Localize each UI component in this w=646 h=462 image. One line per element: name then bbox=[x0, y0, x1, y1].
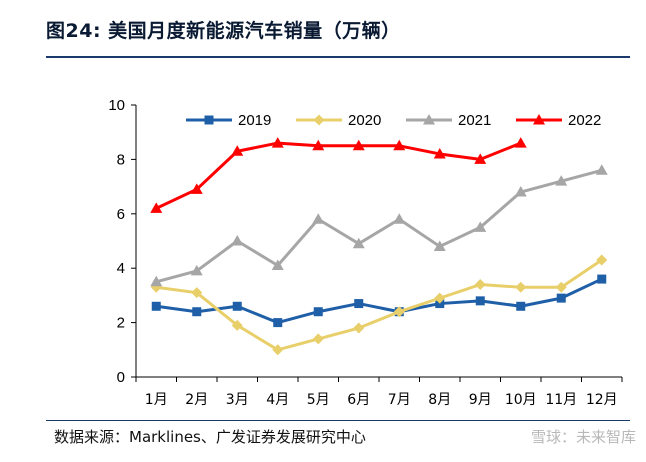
x-tick-label: 5月 bbox=[307, 392, 330, 408]
series-2019-point bbox=[516, 301, 526, 311]
x-tick-label: 7月 bbox=[388, 392, 411, 408]
series-2020-point bbox=[353, 322, 365, 334]
series-2020-point bbox=[312, 333, 324, 345]
series-2022-point bbox=[352, 139, 365, 151]
watermark: 雪球：未来智库 bbox=[530, 428, 636, 446]
series-2019-point bbox=[354, 299, 364, 309]
series-2022-point bbox=[312, 139, 325, 151]
legend-marker-2019 bbox=[204, 115, 214, 125]
series-2021-point bbox=[393, 213, 406, 224]
legend-marker-2022 bbox=[533, 114, 545, 125]
series-2019-point bbox=[313, 307, 323, 317]
series-2022-point bbox=[393, 139, 406, 151]
title-divider bbox=[46, 56, 630, 58]
x-tick-label: 9月 bbox=[469, 392, 492, 408]
series-2019-point bbox=[273, 318, 283, 328]
y-tick-label: 8 bbox=[117, 151, 125, 168]
series-2021-point bbox=[231, 235, 244, 246]
series-2019-point bbox=[232, 301, 242, 311]
x-tick-label: 10月 bbox=[505, 392, 537, 408]
series-2019-point bbox=[475, 296, 485, 306]
series-2021-point bbox=[352, 237, 365, 249]
series-2019-point bbox=[597, 274, 607, 284]
x-tick-label: 12月 bbox=[586, 392, 618, 408]
figure-title: 图24: 美国月度新能源汽车销量（万辆） bbox=[46, 20, 401, 42]
series-2020-point bbox=[515, 281, 527, 293]
series-2020-point bbox=[555, 281, 567, 293]
series-2020-point bbox=[191, 287, 203, 299]
y-tick-label: 4 bbox=[117, 260, 125, 277]
x-tick-label: 3月 bbox=[226, 392, 249, 408]
series-2019-point bbox=[151, 301, 161, 311]
x-tick-label: 2月 bbox=[185, 392, 208, 408]
series-2021-point bbox=[312, 213, 325, 224]
y-tick-label: 10 bbox=[108, 97, 125, 114]
series-2019-point bbox=[556, 293, 566, 303]
series-2022-point bbox=[474, 153, 487, 164]
series-2020-point bbox=[231, 319, 243, 331]
x-tick-label: 6月 bbox=[347, 392, 370, 408]
series-2021-point bbox=[271, 259, 284, 270]
series-2022-point bbox=[231, 145, 244, 156]
series-2022-line bbox=[155, 141, 522, 210]
legend-label-2021: 2021 bbox=[458, 112, 491, 129]
series-2021-point bbox=[595, 164, 608, 175]
series-2021-point bbox=[555, 175, 568, 186]
series-2022-point bbox=[514, 137, 527, 148]
series-2020-point bbox=[272, 344, 284, 356]
series-2021-point bbox=[433, 240, 446, 251]
series-2020-point bbox=[434, 292, 446, 304]
series-2022-point bbox=[190, 183, 203, 194]
series-2021-point bbox=[514, 186, 527, 197]
legend-label-2020: 2020 bbox=[348, 112, 381, 129]
legend-label-2019: 2019 bbox=[238, 112, 271, 129]
series-2019-line bbox=[156, 277, 603, 325]
legend-marker-2021 bbox=[423, 114, 435, 125]
series-2020-point bbox=[393, 306, 405, 318]
series-2019-point bbox=[192, 307, 202, 317]
series-2021-point bbox=[190, 264, 203, 276]
y-tick-label: 2 bbox=[117, 315, 125, 332]
series-2021-point bbox=[474, 221, 487, 232]
series-2020-point bbox=[596, 254, 608, 266]
series-2022-point bbox=[433, 147, 446, 159]
source-divider bbox=[46, 420, 630, 421]
series-2021-point bbox=[150, 275, 163, 287]
source-note: 数据来源：Marklines、广发证券发展研究中心 bbox=[54, 428, 366, 446]
y-tick-label: 0 bbox=[117, 369, 125, 386]
y-tick-label: 6 bbox=[117, 206, 125, 223]
series-2020-point bbox=[474, 279, 486, 291]
series-2022-point bbox=[150, 202, 163, 213]
series-2020-line bbox=[156, 258, 603, 352]
legend-label-2022: 2022 bbox=[568, 112, 601, 129]
series-2022-point bbox=[271, 137, 284, 148]
x-tick-label: 4月 bbox=[266, 392, 289, 408]
legend-marker-2020 bbox=[313, 114, 325, 126]
series-2021-line bbox=[155, 168, 603, 284]
x-tick-label: 1月 bbox=[145, 392, 168, 408]
x-tick-label: 8月 bbox=[428, 392, 451, 408]
x-tick-label: 11月 bbox=[545, 392, 577, 408]
